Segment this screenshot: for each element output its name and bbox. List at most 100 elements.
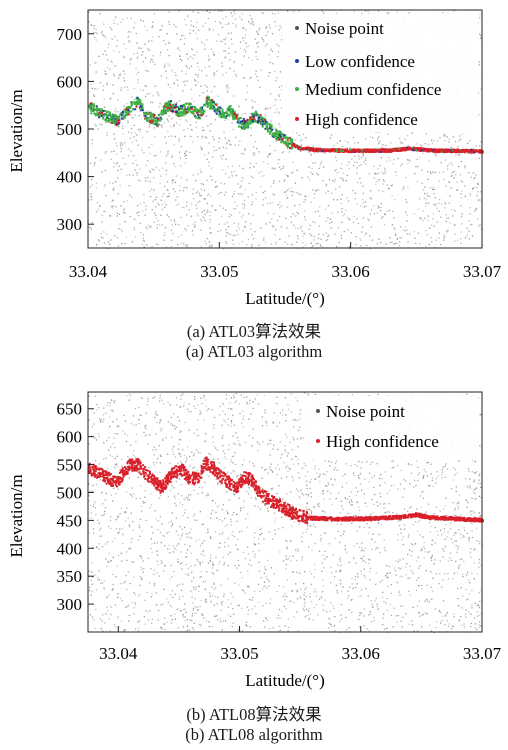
- noise-point: [202, 215, 204, 218]
- noise-point: [95, 439, 98, 441]
- noise-point: [226, 143, 228, 145]
- noise-point: [333, 468, 335, 471]
- signal-point: [168, 107, 171, 109]
- noise-point: [224, 137, 226, 139]
- noise-point: [421, 626, 423, 628]
- x-tick-label: 33.05: [200, 262, 238, 281]
- noise-point: [453, 177, 455, 179]
- noise-point: [224, 223, 226, 225]
- noise-point: [362, 155, 364, 157]
- signal-point: [458, 150, 461, 153]
- noise-point: [279, 238, 281, 240]
- signal-point: [432, 149, 435, 152]
- noise-point: [228, 22, 230, 24]
- noise-point: [228, 139, 230, 141]
- noise-point: [305, 137, 307, 139]
- noise-point: [278, 94, 280, 96]
- noise-point: [207, 194, 209, 196]
- noise-point: [138, 104, 140, 106]
- noise-point: [432, 188, 434, 191]
- noise-point: [234, 18, 237, 20]
- noise-point: [151, 143, 153, 146]
- noise-point: [226, 232, 228, 234]
- signal-point: [247, 119, 250, 122]
- signal-point: [125, 113, 128, 116]
- signal-point: [353, 151, 356, 153]
- noise-point: [443, 178, 445, 181]
- signal-point: [415, 149, 418, 152]
- signal-point: [91, 109, 93, 112]
- signal-point: [319, 149, 322, 151]
- noise-point: [201, 211, 203, 213]
- signal-point: [184, 102, 187, 105]
- signal-point: [246, 119, 249, 122]
- noise-point: [145, 226, 147, 228]
- noise-point: [231, 195, 234, 198]
- noise-point: [138, 620, 141, 622]
- noise-point: [177, 203, 180, 205]
- noise-point: [184, 135, 186, 137]
- noise-point: [254, 231, 256, 233]
- noise-point: [110, 205, 113, 208]
- noise-point: [91, 199, 93, 201]
- noise-point: [317, 242, 319, 245]
- noise-point: [469, 140, 471, 142]
- noise-point: [177, 48, 179, 50]
- noise-point: [208, 245, 211, 248]
- signal-point: [413, 147, 415, 150]
- noise-point: [392, 162, 394, 165]
- noise-point: [195, 73, 197, 76]
- noise-point: [389, 237, 391, 239]
- noise-point: [192, 30, 194, 32]
- noise-point: [168, 65, 171, 67]
- noise-point: [255, 192, 257, 194]
- noise-point: [381, 171, 383, 174]
- noise-point: [218, 141, 220, 143]
- signal-point: [125, 111, 128, 114]
- noise-point: [244, 34, 247, 36]
- noise-point: [425, 230, 427, 232]
- noise-point: [154, 136, 156, 138]
- noise-point: [317, 614, 319, 616]
- noise-point: [419, 217, 421, 219]
- noise-point: [310, 510, 312, 512]
- noise-point: [358, 165, 360, 167]
- noise-point: [161, 203, 163, 206]
- noise-point: [418, 472, 420, 474]
- noise-point: [115, 163, 117, 165]
- noise-point: [426, 192, 428, 194]
- noise-point: [454, 540, 456, 542]
- noise-point: [250, 134, 252, 137]
- noise-point: [250, 175, 252, 178]
- noise-point: [241, 464, 243, 466]
- noise-point: [208, 58, 211, 60]
- noise-point: [310, 201, 312, 203]
- noise-point: [416, 508, 418, 510]
- noise-point: [433, 152, 436, 154]
- noise-point: [213, 416, 216, 419]
- noise-point: [203, 198, 205, 200]
- signal-point: [210, 105, 213, 108]
- noise-point: [281, 85, 283, 87]
- noise-point: [217, 95, 219, 97]
- noise-point: [182, 190, 185, 192]
- noise-point: [244, 205, 246, 207]
- signal-point: [192, 109, 195, 112]
- noise-point: [126, 200, 129, 202]
- noise-point: [190, 24, 192, 26]
- noise-point: [135, 32, 137, 35]
- noise-point: [212, 156, 214, 158]
- noise-point: [379, 209, 382, 212]
- noise-point: [274, 529, 276, 531]
- noise-point: [104, 210, 106, 213]
- noise-point: [165, 170, 167, 172]
- signal-point: [418, 147, 421, 150]
- noise-point: [372, 137, 374, 139]
- noise-point: [95, 187, 97, 189]
- noise-point: [460, 160, 463, 163]
- signal-point: [324, 148, 327, 151]
- noise-point: [149, 124, 151, 126]
- noise-point: [213, 582, 215, 584]
- noise-point: [133, 53, 135, 55]
- noise-point: [141, 243, 143, 245]
